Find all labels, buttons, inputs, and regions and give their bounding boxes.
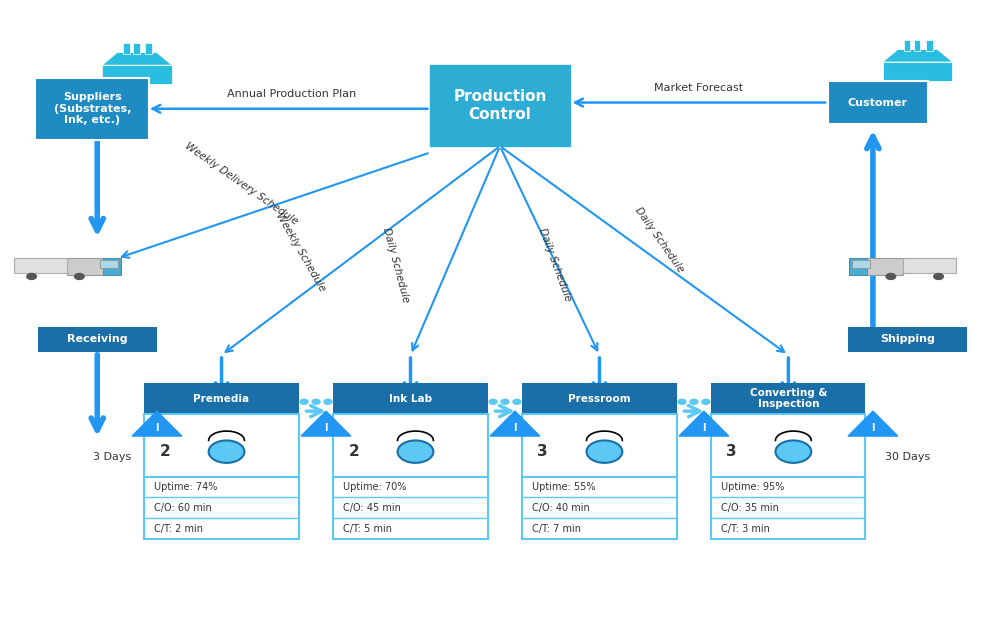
Text: Production
Control: Production Control — [453, 89, 547, 122]
Polygon shape — [679, 411, 729, 436]
Circle shape — [324, 399, 332, 404]
Text: Market Forecast: Market Forecast — [654, 83, 743, 93]
Polygon shape — [849, 258, 867, 275]
Text: Weekly Delivery Schedule: Weekly Delivery Schedule — [183, 141, 300, 226]
Text: I: I — [871, 423, 875, 433]
Text: 3: 3 — [537, 444, 548, 459]
Text: Daily Schedule: Daily Schedule — [633, 205, 685, 274]
Polygon shape — [132, 411, 182, 436]
Text: Customer: Customer — [848, 97, 908, 108]
Bar — [914, 40, 920, 51]
Circle shape — [690, 399, 698, 404]
FancyBboxPatch shape — [430, 65, 570, 146]
Text: C/O: 35 min: C/O: 35 min — [721, 503, 779, 513]
Polygon shape — [883, 62, 952, 81]
Polygon shape — [852, 260, 870, 268]
Text: C/O: 40 min: C/O: 40 min — [532, 503, 590, 513]
Text: Daily Schedule: Daily Schedule — [537, 226, 573, 303]
Circle shape — [398, 440, 433, 463]
Polygon shape — [849, 258, 903, 275]
FancyBboxPatch shape — [711, 383, 865, 415]
Text: I: I — [513, 423, 517, 433]
Circle shape — [312, 399, 320, 404]
Bar — [133, 43, 140, 54]
Polygon shape — [903, 258, 956, 273]
Circle shape — [934, 274, 943, 279]
Text: I: I — [702, 423, 706, 433]
Text: Converting &
Inspection: Converting & Inspection — [750, 388, 827, 409]
Circle shape — [775, 440, 811, 463]
Text: Uptime: 74%: Uptime: 74% — [154, 482, 218, 492]
FancyBboxPatch shape — [333, 477, 488, 539]
Text: Pressroom: Pressroom — [568, 394, 631, 404]
FancyBboxPatch shape — [711, 415, 865, 477]
Text: Suppliers
(Substrates,
Ink, etc.): Suppliers (Substrates, Ink, etc.) — [54, 92, 131, 125]
Circle shape — [513, 399, 521, 404]
Bar — [123, 43, 130, 54]
Text: 30 Days: 30 Days — [885, 452, 930, 462]
Bar — [145, 43, 152, 54]
Text: Shipping: Shipping — [880, 335, 935, 345]
Text: C/T: 2 min: C/T: 2 min — [154, 523, 203, 533]
Polygon shape — [490, 411, 540, 436]
FancyBboxPatch shape — [522, 477, 677, 539]
FancyBboxPatch shape — [828, 81, 928, 125]
Text: Premedia: Premedia — [193, 394, 250, 404]
Text: 2: 2 — [159, 444, 170, 459]
FancyBboxPatch shape — [522, 383, 677, 415]
Bar — [904, 40, 910, 51]
Polygon shape — [100, 260, 118, 268]
Text: C/O: 45 min: C/O: 45 min — [343, 503, 401, 513]
Polygon shape — [102, 53, 172, 65]
Polygon shape — [102, 65, 172, 84]
Text: C/T: 7 min: C/T: 7 min — [532, 523, 581, 533]
Text: 2: 2 — [348, 444, 359, 459]
Circle shape — [678, 399, 686, 404]
FancyBboxPatch shape — [848, 327, 967, 352]
Polygon shape — [103, 258, 121, 275]
Circle shape — [587, 440, 622, 463]
Circle shape — [300, 399, 308, 404]
Text: Annual Production Plan: Annual Production Plan — [227, 89, 356, 99]
Text: Weekly Schedule: Weekly Schedule — [274, 211, 328, 293]
Text: C/T: 3 min: C/T: 3 min — [721, 523, 770, 533]
FancyBboxPatch shape — [522, 415, 677, 477]
Text: Uptime: 70%: Uptime: 70% — [343, 482, 407, 492]
Text: Daily Schedule: Daily Schedule — [381, 226, 410, 303]
Polygon shape — [883, 50, 952, 62]
Polygon shape — [301, 411, 351, 436]
FancyBboxPatch shape — [144, 477, 299, 539]
Bar — [926, 40, 933, 51]
FancyBboxPatch shape — [35, 77, 149, 140]
Text: Uptime: 95%: Uptime: 95% — [721, 482, 785, 492]
Circle shape — [489, 399, 497, 404]
Circle shape — [75, 274, 84, 279]
Polygon shape — [67, 258, 121, 275]
Circle shape — [209, 440, 244, 463]
FancyBboxPatch shape — [711, 477, 865, 539]
Circle shape — [886, 274, 896, 279]
Circle shape — [501, 399, 509, 404]
Text: Receiving: Receiving — [67, 335, 128, 345]
FancyBboxPatch shape — [144, 383, 299, 415]
Text: 3: 3 — [726, 444, 737, 459]
Text: C/O: 60 min: C/O: 60 min — [154, 503, 212, 513]
FancyBboxPatch shape — [333, 415, 488, 477]
Text: 3 Days: 3 Days — [93, 452, 131, 462]
Polygon shape — [848, 411, 898, 436]
FancyBboxPatch shape — [333, 383, 488, 415]
Circle shape — [702, 399, 710, 404]
FancyBboxPatch shape — [144, 415, 299, 477]
FancyBboxPatch shape — [38, 327, 157, 352]
Polygon shape — [14, 258, 67, 273]
Text: Ink Lab: Ink Lab — [389, 394, 432, 404]
Text: I: I — [324, 423, 328, 433]
Text: C/T: 5 min: C/T: 5 min — [343, 523, 392, 533]
Text: I: I — [155, 423, 159, 433]
Text: Uptime: 55%: Uptime: 55% — [532, 482, 596, 492]
Circle shape — [27, 274, 36, 279]
